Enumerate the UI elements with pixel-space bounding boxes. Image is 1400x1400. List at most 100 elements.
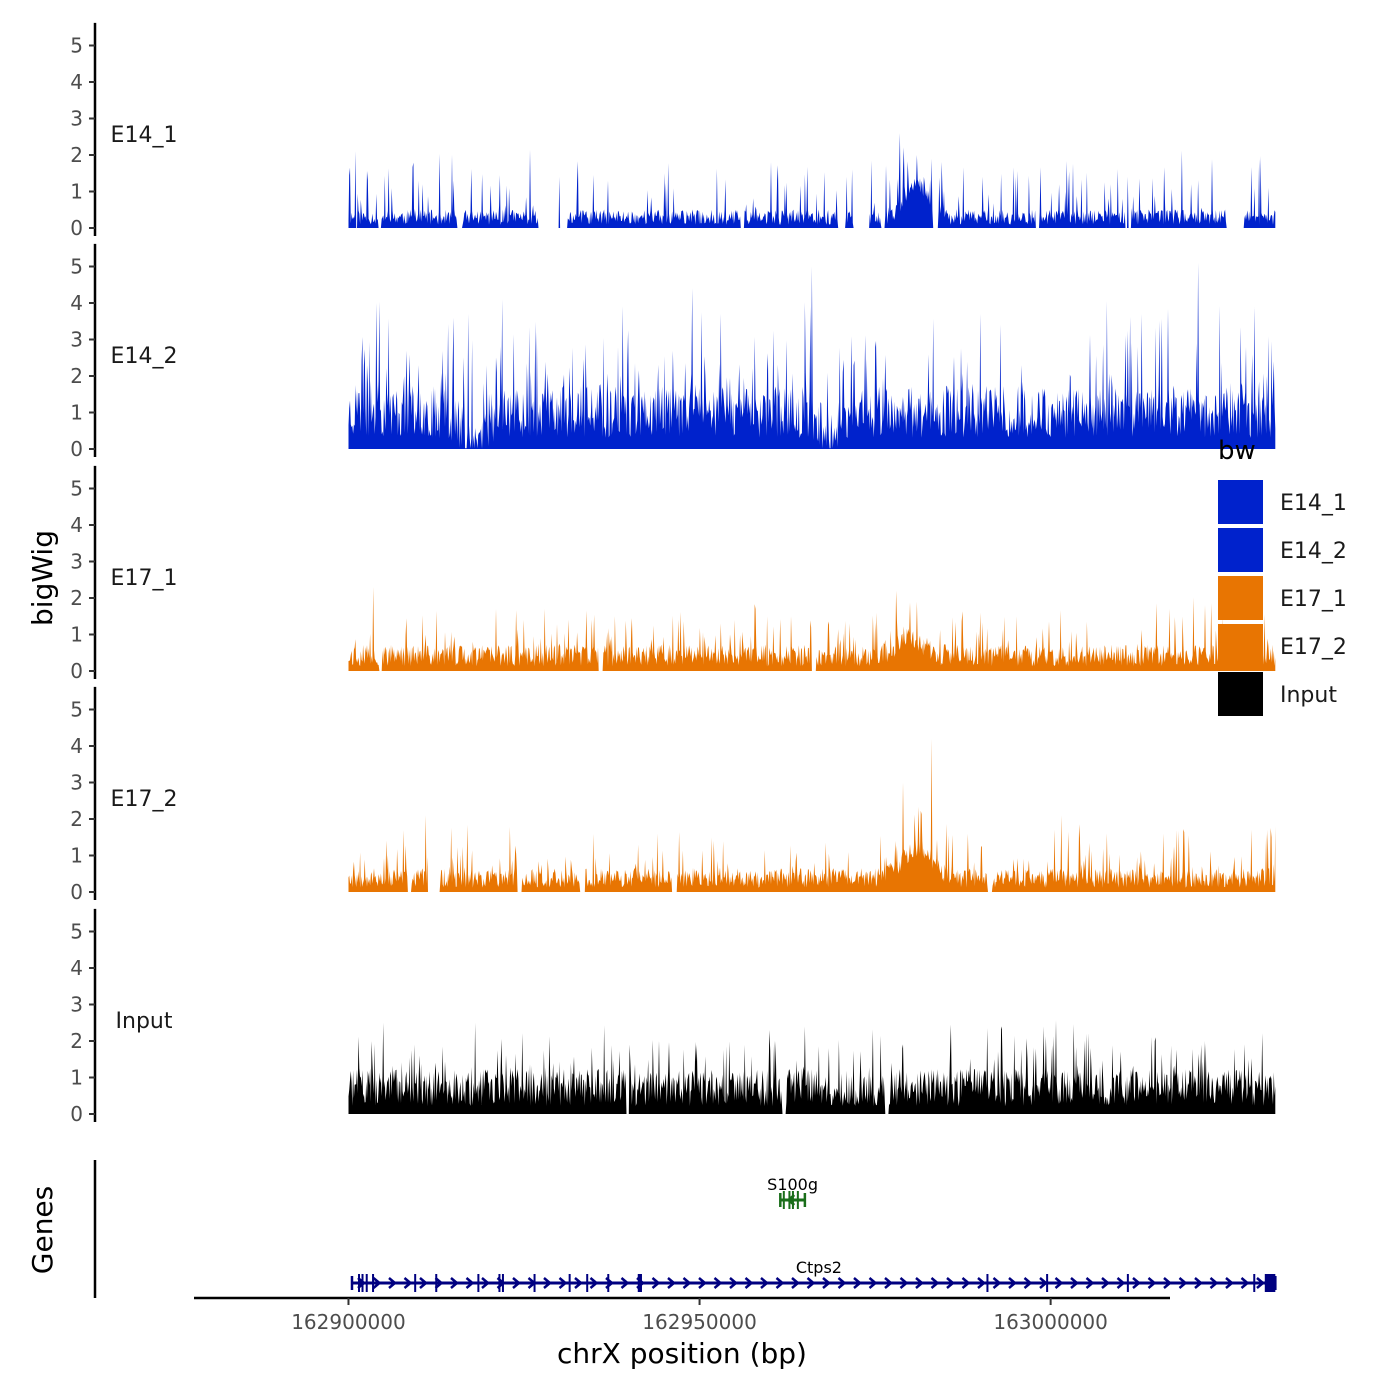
strand-arrow (775, 1277, 785, 1289)
legend-item-E14_2: E14_2 (1218, 528, 1347, 572)
strand-arrow (450, 1277, 459, 1289)
strand-arrow (1008, 1277, 1017, 1289)
strand-arrow (1101, 1277, 1110, 1289)
track-E14_2: 0 1 2 3 4 5 E14_2 (70, 243, 1276, 461)
strand-arrow (543, 1277, 552, 1289)
strand-arrow (760, 1277, 769, 1289)
legend-item-E17_2: E17_2 (1218, 624, 1347, 668)
y-tick-label: 3 (70, 328, 83, 352)
strand-arrow (806, 1277, 816, 1289)
legend-swatch (1218, 624, 1263, 668)
exon (1253, 1274, 1256, 1292)
strand-arrow (434, 1277, 444, 1289)
track-E17_1: 0 1 2 3 4 5 E17_1 (70, 465, 1276, 683)
exon (501, 1274, 504, 1292)
x-axis: 162900000 162950000 163000000 (194, 1296, 1170, 1334)
strand-arrow (791, 1277, 800, 1289)
exon (435, 1274, 438, 1292)
y-tick-label: 5 (70, 698, 83, 722)
strand-arrow (667, 1277, 676, 1289)
track-label: E17_1 (111, 566, 178, 591)
exon (791, 1191, 794, 1209)
signal-area-Input (348, 1020, 1276, 1114)
legend-label: E14_1 (1280, 491, 1347, 516)
strand-arrow (729, 1277, 738, 1289)
y-tick-label: 5 (70, 477, 83, 501)
strand-arrow (946, 1277, 955, 1289)
exon-block (637, 1274, 642, 1292)
y-tick-label: 0 (70, 216, 83, 240)
exon (1126, 1274, 1129, 1292)
strand-arrow (977, 1277, 986, 1289)
exon (568, 1274, 571, 1292)
track-label: E14_1 (111, 123, 178, 148)
strand-arrow (915, 1277, 924, 1289)
exon (361, 1274, 364, 1292)
exon (607, 1274, 610, 1292)
y-tick-label: 1 (70, 623, 83, 647)
y-tick-label: 1 (70, 1066, 83, 1090)
y-tick-label: 0 (70, 1102, 83, 1126)
y-tick-label: 5 (70, 34, 83, 58)
exon (788, 1191, 791, 1209)
y-tick-label: 1 (70, 401, 83, 425)
track-E17_2: 0 1 2 3 4 5 E17_2 (70, 686, 1276, 904)
strand-arrow (698, 1277, 707, 1289)
strand-arrow (1039, 1277, 1048, 1289)
exon (365, 1274, 368, 1292)
exon-block (1264, 1274, 1276, 1292)
strand-arrow (744, 1277, 754, 1289)
legend-label: E14_2 (1280, 539, 1347, 564)
gene-S100g: S100g (767, 1175, 818, 1209)
exon (796, 1191, 799, 1209)
exon (586, 1274, 589, 1292)
signal-area-E14_2 (348, 262, 1276, 449)
track-E14_1: 0 1 2 3 4 5 E14_1 (70, 22, 1276, 240)
strand-arrow (899, 1277, 909, 1289)
y-tick-label: 3 (70, 771, 83, 795)
y-tick-label: 5 (70, 255, 83, 279)
y-tick-label: 4 (70, 291, 83, 315)
strand-arrow (992, 1277, 1002, 1289)
strand-arrow (682, 1277, 692, 1289)
track-label: Input (116, 1009, 173, 1034)
legend-label: E17_1 (1280, 587, 1347, 612)
legend-label: Input (1280, 683, 1337, 708)
signal-area-E17_2 (348, 738, 1276, 892)
exon (498, 1274, 501, 1292)
strand-arrow (1147, 1277, 1157, 1289)
strand-arrow (1209, 1277, 1219, 1289)
y-tick-label: 5 (70, 920, 83, 944)
x-axis-title: chrX position (bp) (557, 1337, 807, 1370)
gene-Ctps2: Ctps2 (350, 1258, 1277, 1292)
strand-arrow (1054, 1277, 1064, 1289)
y-tick-label: 1 (70, 180, 83, 204)
y-tick-label: 4 (70, 513, 83, 537)
exon (358, 1274, 361, 1292)
strand-arrow (1225, 1277, 1234, 1289)
x-tick-label: 163000000 (993, 1310, 1108, 1334)
y-tick-label: 3 (70, 107, 83, 131)
gene-label: Ctps2 (796, 1258, 842, 1277)
y-tick-label: 2 (70, 807, 83, 831)
legend-title: bw (1218, 436, 1256, 466)
strand-arrow (713, 1277, 723, 1289)
legend-swatch (1218, 480, 1263, 524)
strand-arrow (853, 1277, 862, 1289)
strand-arrow (868, 1277, 878, 1289)
strand-arrow (1256, 1277, 1265, 1289)
y-tick-label: 2 (70, 143, 83, 167)
strand-arrow (419, 1277, 428, 1289)
strand-arrow (1163, 1277, 1172, 1289)
legend-label: E17_2 (1280, 635, 1347, 660)
legend-item-Input: Input (1218, 672, 1337, 716)
y-tick-label: 4 (70, 956, 83, 980)
y-tick-label: 1 (70, 844, 83, 868)
legend-item-E17_1: E17_1 (1218, 576, 1347, 620)
legend-swatch (1218, 672, 1263, 716)
y-tick-label: 2 (70, 364, 83, 388)
strand-arrow (403, 1277, 413, 1289)
y-tick-label: 4 (70, 734, 83, 758)
track-Input: 0 1 2 3 4 5 Input (70, 908, 1276, 1126)
